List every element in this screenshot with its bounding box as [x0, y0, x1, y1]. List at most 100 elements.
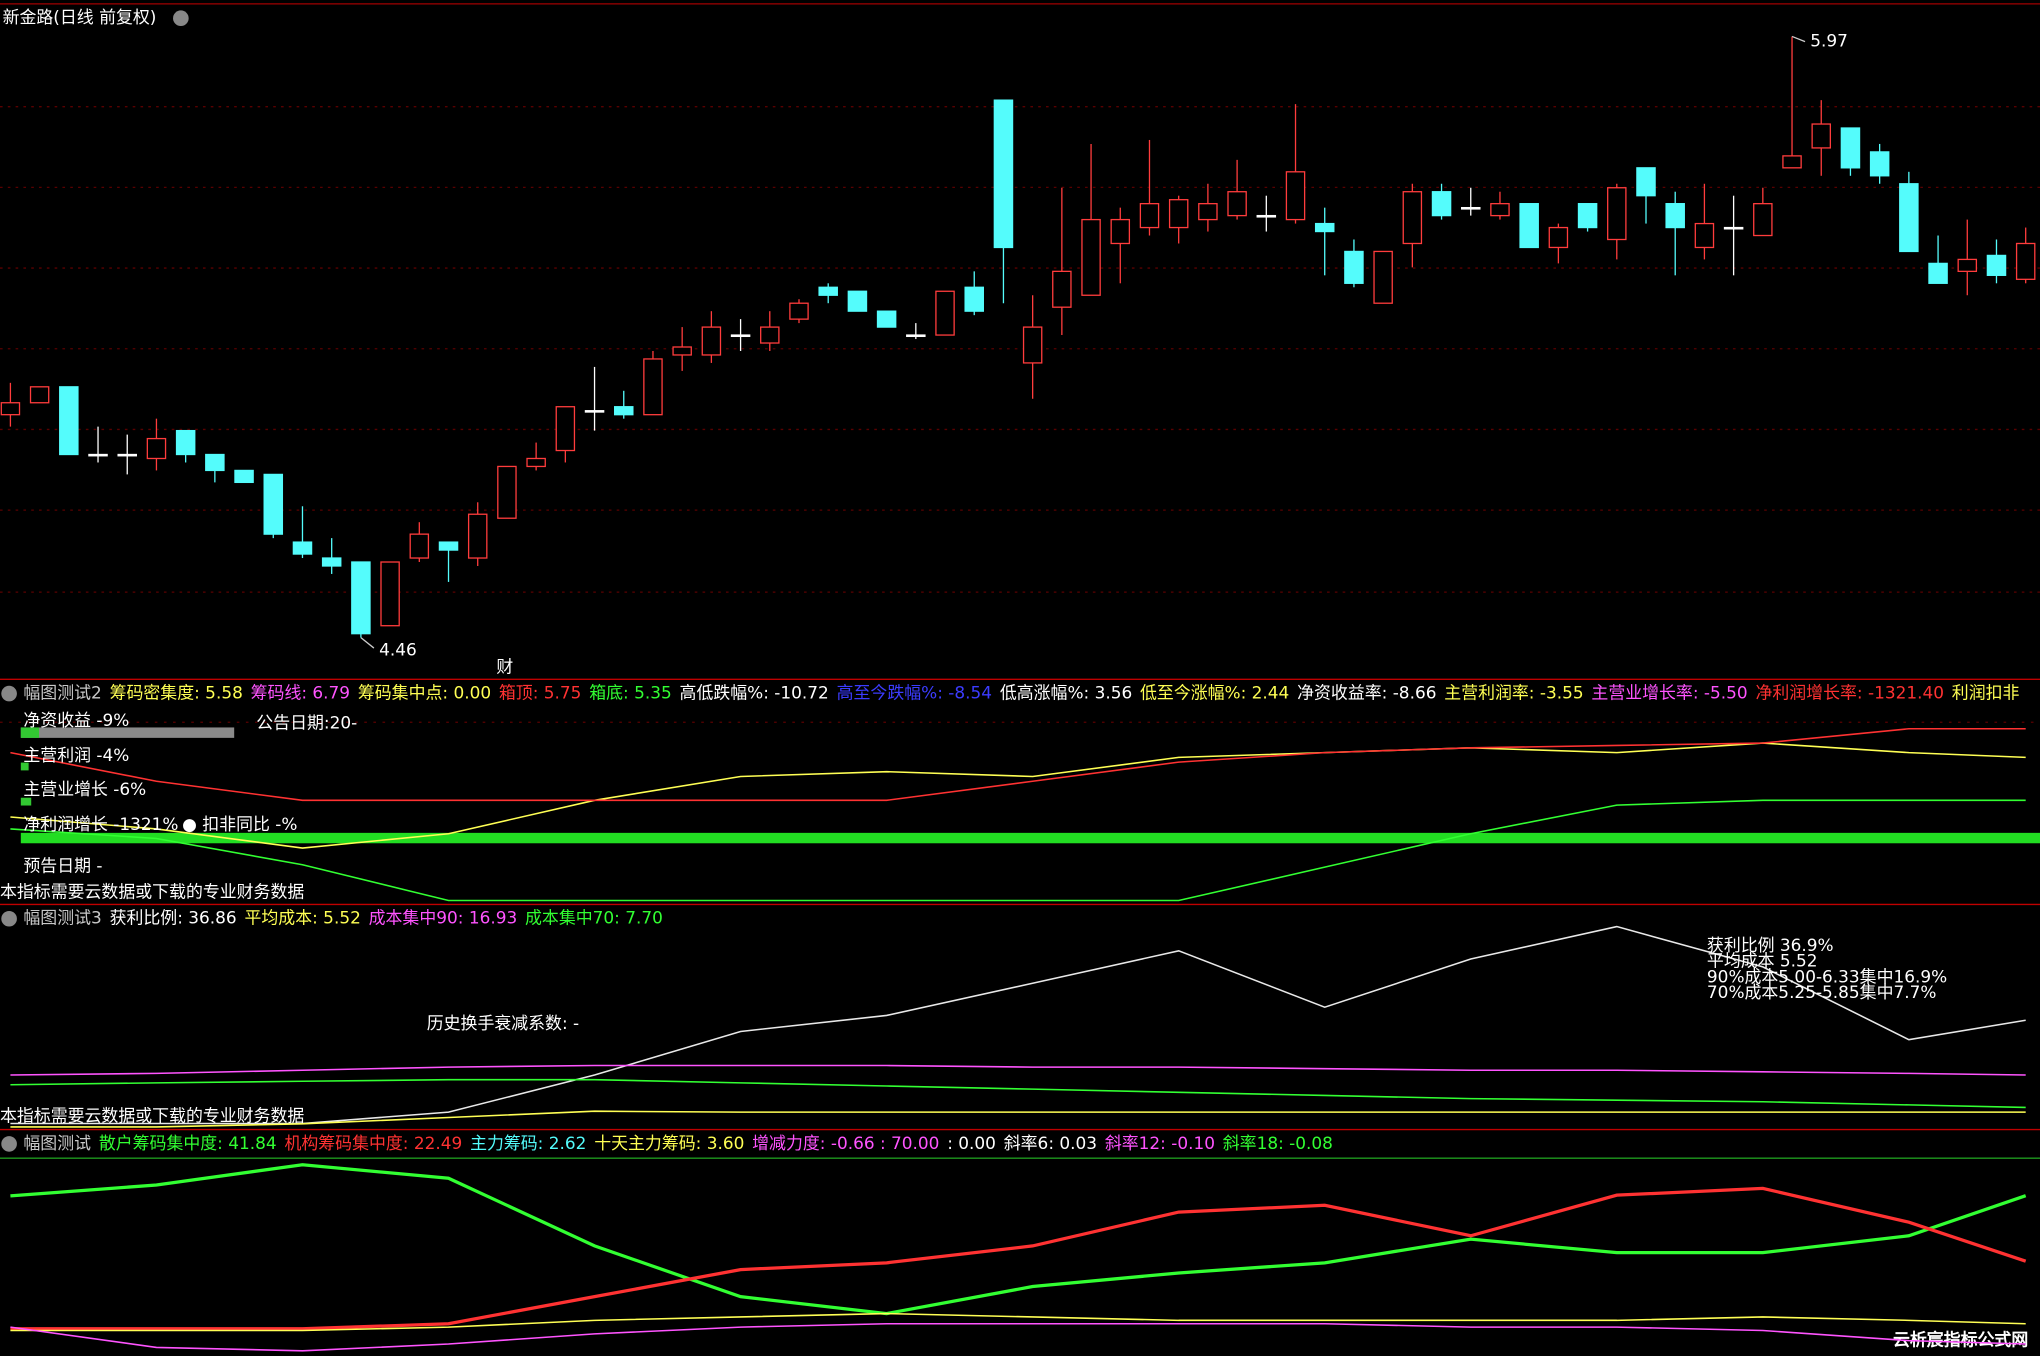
candle-body: [1607, 187, 1627, 241]
header-item: 主营业增长率: -5.50: [1591, 683, 1747, 703]
candle-body: [1811, 123, 1831, 149]
indicator-line: [10, 925, 2026, 1125]
candle-body: [1869, 151, 1890, 177]
candle-body: [1285, 171, 1306, 221]
panel-note: 历史换手衰减系数: -: [427, 1013, 579, 1033]
header-item: 斜率18: -0.08: [1223, 1133, 1333, 1153]
candle-body: [321, 557, 342, 567]
candle-body: [672, 346, 692, 356]
panel-grid: [0, 721, 2040, 1159]
candle-body: [1227, 191, 1247, 217]
candle-body: [1256, 214, 1277, 218]
header-item: 获利比例: 36.86: [110, 908, 237, 928]
watermark: 云析宸指标公式网: [1893, 1329, 2028, 1349]
header-item: 平均成本: 5.52: [245, 908, 361, 928]
candle-body: [1373, 250, 1393, 304]
candle-body: [964, 286, 984, 312]
candle-body: [1314, 222, 1335, 233]
candle-body: [1198, 203, 1218, 221]
panel-note: 预告日期 -: [23, 856, 102, 876]
candle-body: [117, 453, 137, 457]
candle-body: [1899, 183, 1919, 253]
candle-body: [409, 533, 430, 559]
header-item: 筹码密集度: 5.58: [110, 683, 243, 703]
candle-body: [175, 429, 196, 456]
header-item: 成本集中70: 7.70: [525, 908, 663, 928]
candle-body: [146, 437, 167, 460]
candle-body: [0, 402, 21, 416]
panel-note: 公告日期:20-: [256, 713, 357, 733]
indicator-line: [10, 1312, 2026, 1332]
candle-body: [263, 473, 284, 535]
panel-note: ● 扣非同比 -%: [182, 814, 297, 834]
panel-header: 幅图测试 散户筹码集中度: 41.84 机构筹码集中度: 22.49 主力筹码: 2.…: [23, 1133, 1332, 1153]
price-grid: [0, 106, 2040, 593]
panel-separators: [0, 678, 2040, 1131]
candle-body: [1986, 254, 2007, 276]
header-item: 利润扣非: [1952, 683, 2020, 703]
candle-body: [1139, 203, 1160, 229]
candle-body: [555, 406, 576, 452]
panel-note: 本指标需要云数据或下载的专业财务数据: [0, 1106, 304, 1126]
candle-body: [993, 99, 1014, 249]
candle-body: [1928, 262, 1948, 284]
candle-body: [380, 561, 400, 627]
header-item: 主营利润率: -3.55: [1444, 683, 1583, 703]
header-item: 斜率12: -0.10: [1105, 1133, 1215, 1153]
candle-body: [351, 561, 371, 635]
header-item: 净资收益率: -8.66: [1297, 683, 1436, 703]
panel-note: 本指标需要云数据或下载的专业财务数据: [0, 882, 304, 902]
header-item: 低高涨幅%: 3.56: [1000, 683, 1132, 703]
candle-body: [789, 302, 809, 320]
candle-body: [584, 410, 605, 413]
candle-body: [1081, 218, 1101, 296]
candle-body: [1460, 206, 1481, 210]
stock-title: 新金路(日线 前复权): [3, 7, 157, 27]
high-label: 5.97: [1810, 31, 1848, 51]
candle-body: [1344, 250, 1364, 284]
candle-body: [935, 290, 955, 336]
candle-body: [29, 386, 50, 404]
candle-body: [88, 453, 108, 457]
panel-note: 90%成本5.00-6.33集中16.9%: [1707, 966, 1947, 986]
candle-body: [1490, 203, 1510, 217]
candle-body: [730, 334, 751, 338]
header-item: 散户筹码集中度: 41.84: [99, 1133, 277, 1153]
candle-body: [613, 406, 634, 416]
high-pointer: [1791, 35, 1806, 43]
header-item: 主力筹码: 2.62: [470, 1133, 586, 1153]
candle-body: [1665, 203, 1685, 229]
progress-bars: [20, 727, 2040, 844]
panel-header: 幅图测试2 筹码密集度: 5.58 筹码线: 6.79 筹码集中点: 0.00 箱顶: …: [23, 683, 2019, 703]
panel-note: 70%成本5.25-5.85集中7.7%: [1707, 982, 1937, 1002]
candle-body: [643, 358, 663, 416]
candle-body: [467, 513, 488, 559]
candle-body: [1548, 226, 1569, 249]
candle-body: [1782, 155, 1802, 169]
header-item: 成本集中90: 16.93: [369, 908, 518, 928]
candle-body: [1110, 218, 1131, 245]
header-item: 幅图测试3: [23, 908, 101, 928]
indicator-line: [10, 1322, 2026, 1352]
candle-body: [292, 541, 313, 555]
candle-body: [1519, 203, 1539, 249]
header-item: 幅图测试2: [23, 683, 101, 703]
candle-body: [234, 469, 254, 484]
candle-body: [1168, 199, 1189, 229]
candle-body: [818, 286, 838, 296]
candle-body: [1431, 191, 1452, 217]
header-item: 高至今跌幅%: -8.54: [837, 683, 992, 703]
candle-body: [876, 310, 897, 328]
indicator-line: [10, 1064, 2026, 1076]
candle-body: [1636, 167, 1656, 197]
panel-icons: [1, 10, 189, 1152]
indicator-line: [10, 1186, 2027, 1331]
low-label: 4.46: [379, 640, 417, 660]
indicator-line: [10, 1078, 2026, 1109]
candle-body: [526, 457, 546, 468]
candle-body: [701, 326, 722, 356]
candle-body: [760, 326, 780, 344]
panel-note: 净利润增长 -1321%: [23, 814, 178, 834]
